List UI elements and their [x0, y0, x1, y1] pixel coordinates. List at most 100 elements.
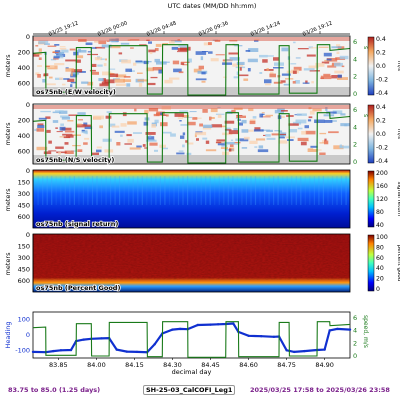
near-surface-band	[33, 105, 350, 109]
velocity-cell	[300, 141, 307, 146]
heading-point	[82, 338, 85, 341]
velocity-cell	[241, 119, 247, 124]
velocity-cell	[38, 48, 42, 52]
velocity-cell	[160, 122, 168, 127]
velocity-cell	[84, 126, 93, 130]
velocity-cell	[35, 53, 42, 55]
velocity-cell	[327, 65, 337, 68]
velocity-cell	[308, 116, 313, 119]
y-tick-label: 600	[18, 213, 30, 221]
signal-streak	[223, 176, 225, 205]
plot-background	[33, 36, 350, 96]
heading-point	[336, 327, 339, 331]
velocity-cell	[81, 81, 89, 84]
velocity-cell	[146, 39, 150, 41]
velocity-cell	[133, 62, 137, 66]
velocity-cell	[99, 125, 103, 129]
colorbar-tick-label: 20	[376, 276, 384, 283]
y-tick-label: 200	[18, 116, 30, 124]
velocity-cell	[161, 106, 171, 110]
velocity-cell	[118, 52, 123, 55]
footer-day-range: 83.75 to 85.0 (1.25 days)	[8, 386, 101, 394]
velocity-cell	[234, 142, 241, 144]
top-tick-label: 03/26 00:00	[97, 20, 129, 37]
velocity-cell	[94, 41, 99, 43]
velocity-cell	[187, 58, 192, 63]
signal-streak	[259, 176, 261, 205]
velocity-cell	[114, 130, 125, 133]
velocity-cell	[231, 109, 236, 114]
velocity-cell	[256, 138, 266, 141]
velocity-cell	[115, 83, 127, 86]
velocity-cell	[44, 43, 50, 45]
velocity-cell	[314, 119, 325, 123]
x-axis-label: decimal day	[172, 368, 212, 376]
velocity-cell	[61, 116, 70, 120]
velocity-cell	[87, 51, 92, 53]
plot-frame	[32, 311, 351, 359]
signal-streak	[164, 176, 166, 205]
signal-streak	[114, 176, 116, 205]
velocity-cell	[56, 151, 67, 154]
velocity-cell	[229, 57, 240, 61]
velocity-cell	[248, 108, 254, 112]
velocity-cell	[89, 69, 96, 72]
signal-streak	[268, 176, 270, 205]
velocity-cell	[249, 140, 258, 144]
velocity-cell	[78, 39, 87, 42]
velocity-cell	[129, 147, 141, 150]
velocity-cell	[85, 124, 92, 127]
velocity-cell	[85, 131, 88, 135]
colorbar-tick-label: 40	[376, 265, 384, 272]
footer-cruise-name: SH-25-03_CalCOFI_Leg1	[143, 385, 236, 395]
colorbar-tick-label: 0.2	[376, 118, 386, 125]
signal-streak	[191, 176, 193, 205]
velocity-cell	[205, 149, 217, 152]
velocity-cell	[222, 62, 232, 65]
signal-streak	[51, 176, 53, 205]
heading-point	[293, 350, 296, 354]
velocity-cell	[78, 48, 81, 53]
velocity-cell	[109, 38, 117, 42]
velocity-cell	[337, 74, 342, 78]
velocity-cell	[101, 44, 112, 48]
velocity-cell	[102, 138, 112, 142]
velocity-cell	[283, 83, 291, 86]
velocity-cell	[63, 78, 70, 80]
top-tick-label: 03/26 19:12	[302, 20, 334, 37]
velocity-cell	[186, 142, 194, 145]
signal-streak	[146, 176, 148, 205]
velocity-cell	[182, 132, 186, 136]
velocity-cell	[200, 56, 204, 61]
velocity-cell	[52, 120, 59, 123]
signal-streak	[209, 176, 211, 205]
velocity-cell	[177, 51, 188, 53]
velocity-cell	[37, 125, 45, 128]
velocity-cell	[83, 131, 87, 134]
velocity-cell	[322, 140, 325, 143]
y-tick-label: 0	[26, 167, 30, 175]
velocity-cell	[77, 119, 83, 121]
velocity-cell	[241, 147, 248, 149]
velocity-cell	[331, 75, 342, 79]
velocity-cell	[326, 58, 332, 61]
velocity-cell	[65, 68, 74, 72]
velocity-cell	[341, 65, 345, 68]
velocity-cell	[84, 137, 90, 140]
velocity-cell	[241, 129, 249, 133]
y-tick-label: 300	[18, 190, 30, 198]
velocity-cell	[45, 65, 50, 68]
signal-streak	[64, 176, 66, 205]
heading-point	[125, 350, 128, 353]
velocity-cell	[137, 72, 143, 74]
velocity-cell	[295, 119, 307, 124]
velocity-cell	[154, 149, 158, 152]
velocity-cell	[161, 114, 167, 116]
velocity-cell	[308, 65, 319, 69]
velocity-cell	[71, 150, 77, 152]
velocity-cell	[155, 43, 162, 47]
signal-heatmap	[33, 170, 350, 228]
velocity-cell	[224, 141, 235, 145]
colorbar-label: percent good	[396, 245, 400, 282]
velocity-cell	[147, 61, 152, 63]
